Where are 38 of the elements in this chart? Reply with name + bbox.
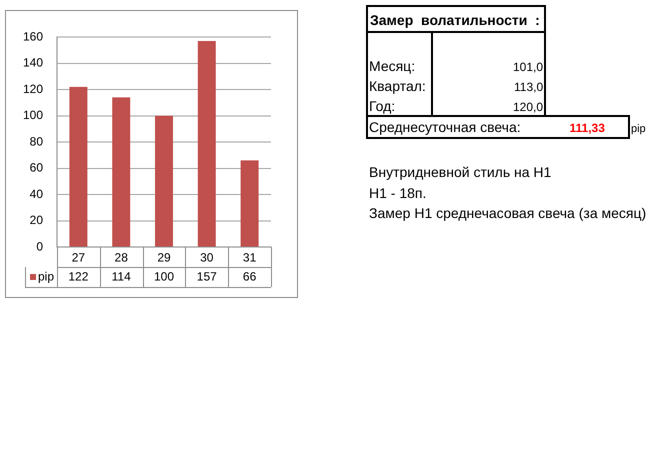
text: Замер H1 среднечасовая свеча (за месяц) [369, 205, 646, 221]
y-tick-label: 120 [22, 82, 44, 96]
y-tick-label: 160 [22, 29, 44, 44]
bar [155, 116, 173, 246]
text: Год: [369, 98, 396, 114]
y-tick-label: 60 [30, 160, 44, 175]
text: Квартал: [369, 78, 426, 94]
y-tick-label: 20 [30, 213, 44, 228]
text: pip [631, 122, 646, 137]
data-label: 157 [196, 269, 218, 284]
data-label: 114 [112, 269, 132, 284]
text: Месяц: [369, 58, 416, 74]
text: Замер волатильности : [370, 12, 540, 28]
x-tick-label: 31 [242, 250, 257, 265]
y-tick-label: 140 [22, 56, 44, 70]
bar [112, 97, 130, 246]
text: 111,33 [570, 120, 605, 136]
y-tick-label: 100 [22, 108, 44, 122]
bar [69, 86, 88, 246]
x-tick-label: 27 [72, 250, 86, 265]
x-tick-label: 29 [157, 250, 171, 265]
x-tick-label: 28 [114, 250, 128, 265]
text: 120,0 [513, 99, 544, 115]
bar [240, 160, 259, 246]
x-tick-label: 30 [200, 250, 214, 265]
text: Внутридневной стиль на H1 [369, 164, 552, 180]
data-label: 66 [242, 269, 257, 284]
y-tick-label: 80 [30, 134, 44, 148]
data-label: 122 [68, 269, 89, 284]
y-tick-label: 0 [36, 239, 44, 254]
text: Среднесуточная свеча: [369, 119, 521, 135]
legend-label: pip [38, 269, 54, 284]
text: H1 - 18п. [369, 185, 426, 201]
text: 101,0 [513, 59, 544, 75]
y-tick-label: 40 [30, 186, 44, 201]
text: 113,0 [514, 79, 544, 95]
data-label: 100 [154, 269, 174, 284]
bar [198, 40, 216, 246]
